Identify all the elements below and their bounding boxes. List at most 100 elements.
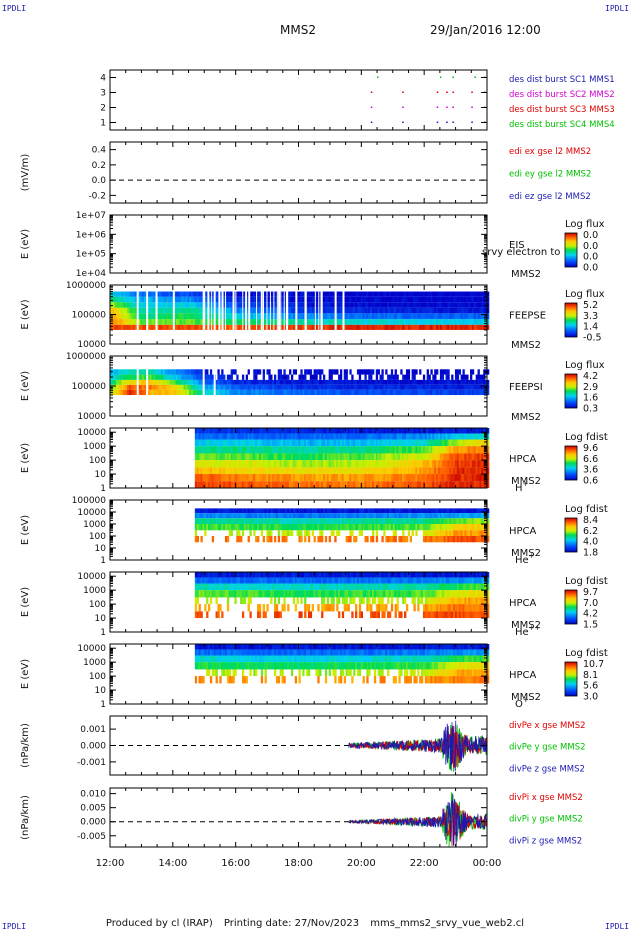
- heatmap-cell: [251, 467, 254, 475]
- heatmap-cell: [377, 389, 380, 396]
- heatmap-cell: [372, 369, 375, 375]
- heatmap-cell: [258, 319, 262, 325]
- heatmap-cell: [351, 313, 354, 320]
- heatmap-cell: [215, 379, 218, 385]
- heatmap-cell: [313, 460, 316, 468]
- heatmap-cell: [174, 374, 177, 380]
- heatmap-cell: [174, 384, 177, 390]
- heatmap-cell: [174, 313, 177, 320]
- y-tick-label: 10: [95, 470, 107, 480]
- heatmap-cell: [223, 513, 226, 519]
- heatmap-cell: [228, 384, 232, 390]
- heatmap-cell: [241, 460, 245, 468]
- heatmap-cell: [487, 446, 490, 454]
- heatmap-cell: [381, 433, 384, 440]
- heatmap-cell: [339, 379, 343, 385]
- heatmap-cell: [304, 379, 307, 385]
- heatmap-cell: [306, 508, 309, 514]
- heatmap-cell: [142, 319, 145, 325]
- heatmap-cell: [426, 389, 429, 396]
- heatmap-cell: [209, 324, 213, 330]
- heatmap-cell: [437, 474, 441, 482]
- heatmap-cell: [170, 291, 173, 297]
- heatmap-cell: [134, 374, 137, 380]
- heatmap-cell: [270, 453, 273, 461]
- heatmap-cell: [262, 428, 265, 434]
- heatmap-cell: [226, 453, 230, 461]
- heatmap-cell: [142, 374, 145, 380]
- heatmap-cell: [198, 302, 201, 308]
- heatmap-cell: [192, 374, 196, 380]
- heatmap-cell: [149, 374, 152, 380]
- heatmap-cell: [356, 524, 360, 531]
- heatmap-cell: [366, 460, 369, 468]
- heatmap-cell: [477, 291, 480, 297]
- heatmap-cell: [240, 302, 243, 308]
- heatmap-cell: [402, 324, 405, 330]
- heatmap-cell: [200, 302, 203, 308]
- heatmap-cell: [309, 460, 313, 468]
- data-gap: [232, 285, 235, 344]
- heatmap-cell: [407, 433, 411, 440]
- heatmap-cell: [349, 428, 352, 434]
- heatmap-cell: [183, 324, 186, 330]
- colorbar-label: 0.0: [583, 262, 598, 273]
- heatmap-cell: [360, 474, 363, 482]
- heatmap-cell: [413, 474, 416, 482]
- heatmap-cell: [162, 296, 166, 303]
- heatmap-cell: [402, 302, 405, 308]
- overlay-text: srvy electron to: [482, 247, 560, 258]
- heatmap-cell: [142, 296, 145, 303]
- heatmap-cell: [200, 384, 203, 390]
- heatmap-cell: [381, 374, 384, 380]
- heatmap-cell: [296, 307, 299, 314]
- heatmap-cell: [460, 433, 463, 440]
- heatmap-cell: [149, 296, 152, 303]
- heatmap-cell: [466, 467, 469, 475]
- heatmap-cell: [424, 474, 428, 482]
- heatmap-cell: [487, 513, 490, 519]
- heatmap-cell: [334, 513, 337, 519]
- heatmap-cell: [351, 518, 354, 524]
- heatmap-cell: [117, 369, 120, 375]
- heatmap-cell: [119, 389, 122, 396]
- heatmap-cell: [396, 524, 399, 531]
- heatmap-cell: [332, 467, 335, 475]
- heatmap-cell: [404, 324, 407, 330]
- heatmap-cell: [419, 513, 422, 519]
- heatmap-cell: [470, 389, 473, 396]
- heatmap-cell: [289, 428, 292, 434]
- heatmap-cell: [170, 302, 173, 308]
- heatmap-cell: [341, 384, 345, 390]
- heatmap-cell: [249, 433, 252, 440]
- heatmap-cell: [413, 460, 416, 468]
- heatmap-cell: [468, 296, 471, 303]
- heatmap-cell: [392, 513, 396, 519]
- heatmap-cell: [451, 291, 454, 297]
- heatmap-cell: [424, 307, 428, 314]
- heatmap-cell: [362, 433, 365, 440]
- heatmap-cell: [475, 433, 478, 440]
- heatmap-cell: [460, 508, 463, 514]
- heatmap-cell: [336, 467, 339, 475]
- heatmap-cell: [358, 513, 362, 519]
- heatmap-cell: [191, 296, 194, 303]
- heatmap-cell: [430, 433, 433, 440]
- heatmap-cell: [366, 302, 369, 308]
- heatmap-cell: [196, 508, 199, 514]
- heatmap-cell: [302, 433, 305, 440]
- heatmap-cell: [153, 313, 156, 320]
- heatmap-cell: [464, 313, 467, 320]
- heatmap-cell: [404, 374, 407, 380]
- heatmap-cell: [411, 453, 414, 461]
- heatmap-cell: [343, 433, 347, 440]
- heatmap-cell: [487, 291, 490, 297]
- heatmap-cell: [439, 453, 443, 461]
- heatmap-cell: [117, 291, 120, 297]
- heatmap-cell: [379, 467, 382, 475]
- heatmap-cell: [385, 379, 388, 385]
- heatmap-cell: [206, 428, 209, 434]
- heatmap-cell: [258, 291, 262, 297]
- heatmap-cell: [339, 518, 343, 524]
- heatmap-cell: [471, 302, 475, 308]
